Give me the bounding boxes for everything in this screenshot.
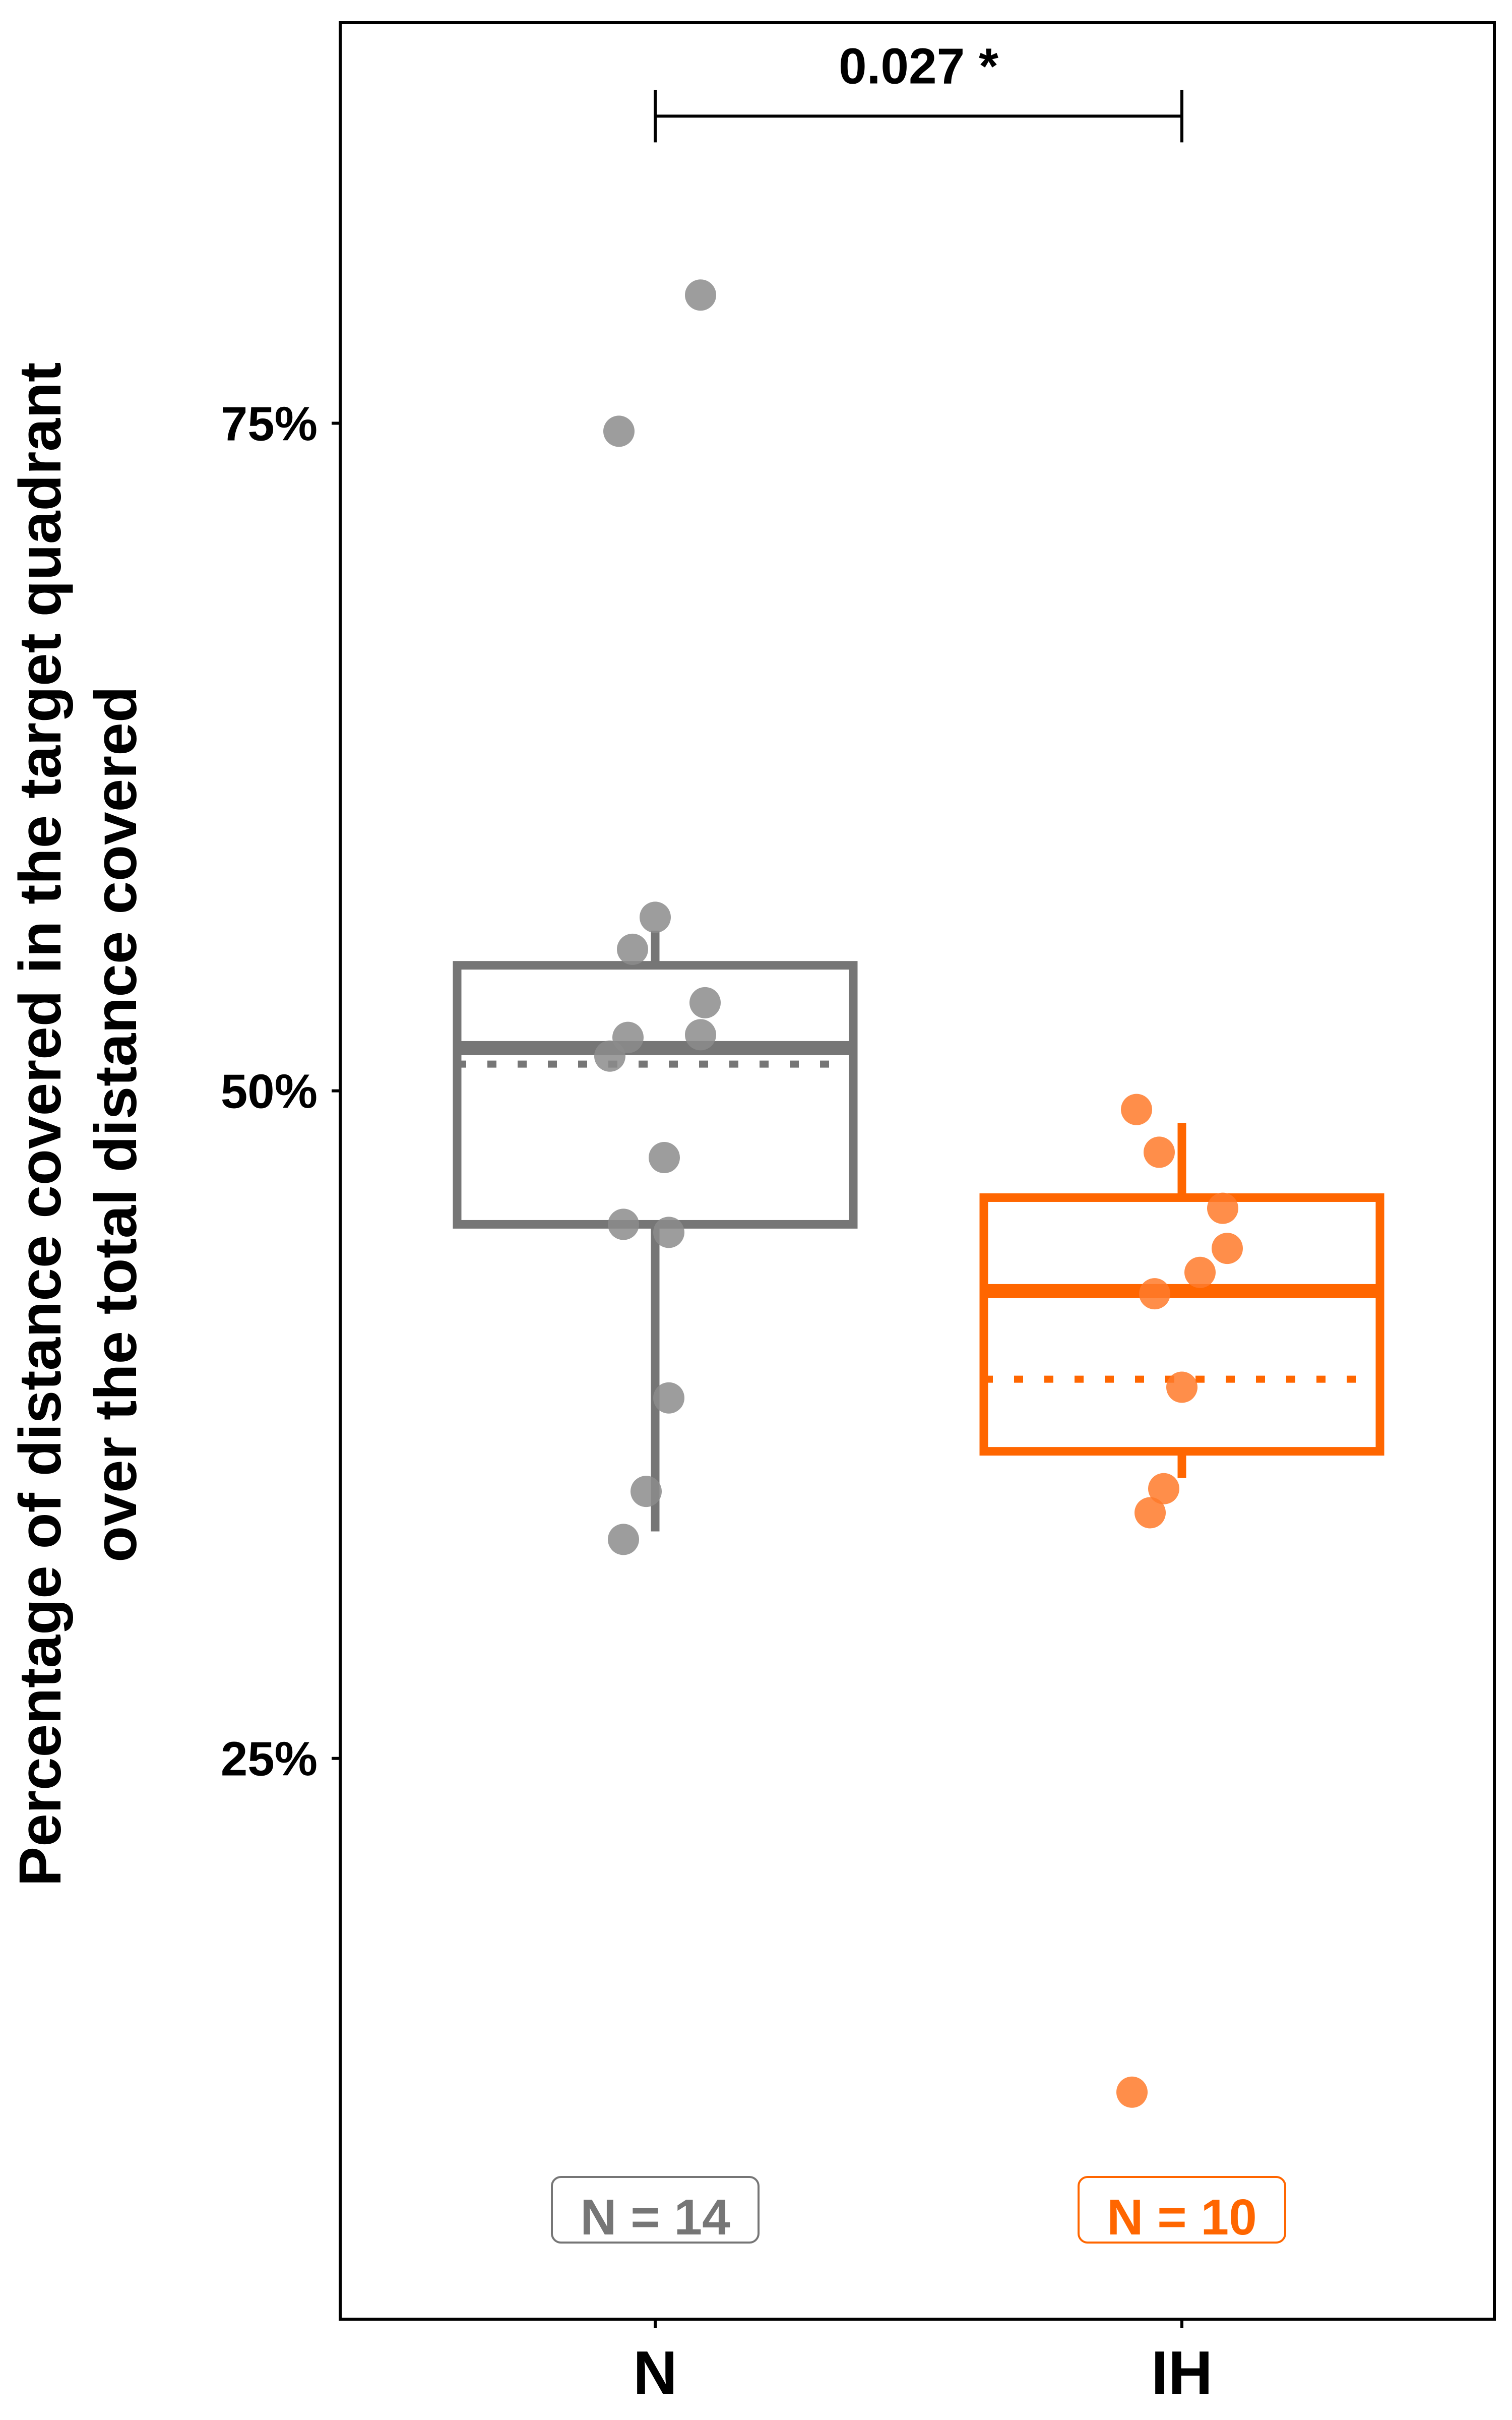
boxes: N = 14 N = 10 [453,930,1384,2246]
data-point [608,1208,639,1240]
x-tick-label: IH [1151,2338,1213,2407]
data-point [653,1217,684,1248]
data-point [603,415,635,447]
data-point [640,901,671,933]
data-point [685,279,716,311]
annotations: 0.027 * [654,38,1183,143]
y-tick-label: 75% [221,397,318,451]
data-point [1207,1192,1238,1224]
y-axis-title: Percentage of distance covered in the ta… [7,362,149,1887]
data-points [594,279,1243,2108]
y-axis-ticks: 25% 50% 75% [221,397,340,1786]
data-point [1121,1094,1152,1125]
data-point [649,1142,680,1174]
data-point [631,1476,662,1507]
sample-size-label: N = 14 [580,2189,730,2246]
sample-size-box [551,2176,760,2244]
data-point [1148,1473,1179,1504]
plot-panel-border [339,21,1496,2321]
data-point [608,1524,639,1555]
y-axis-title-line-2: over the total distance covered [83,686,149,1562]
data-point [1166,1371,1198,1403]
sample-size-box [1078,2176,1286,2244]
p-value-label: 0.027 * [839,38,998,94]
box-iqr [453,961,858,1229]
x-axis-ticks: N IH [633,2319,1213,2407]
y-axis-title-line-1: Percentage of distance covered in the ta… [7,362,74,1887]
sample-size-label: N = 10 [1107,2189,1256,2246]
data-point [617,933,648,965]
data-point [1135,1497,1166,1529]
box-iqr [979,1193,1384,1456]
y-tick-label: 50% [221,1065,318,1119]
data-point [1116,2076,1148,2108]
data-point [685,1019,716,1051]
data-point [1139,1278,1170,1310]
data-point [594,1040,625,1072]
data-point [1212,1233,1243,1264]
data-point [1144,1136,1175,1168]
data-point [689,987,721,1018]
data-point [1184,1256,1216,1288]
data-point [653,1382,684,1414]
x-tick-label: N [633,2338,677,2407]
y-tick-label: 25% [221,1732,318,1786]
